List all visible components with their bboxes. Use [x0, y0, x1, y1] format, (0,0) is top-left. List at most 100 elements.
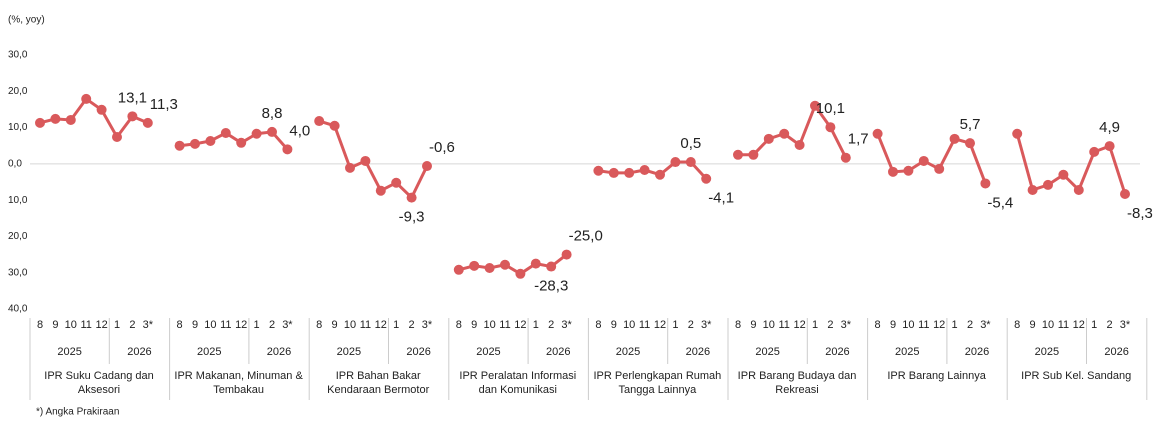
- point: [282, 144, 293, 155]
- year-label: 2026: [686, 346, 710, 358]
- y-tick-label: 30,0: [8, 267, 28, 278]
- x-tick-label: 1: [672, 319, 678, 331]
- point: [810, 100, 820, 111]
- x-tick-label: 9: [611, 319, 617, 331]
- x-tick-label: 11: [778, 319, 789, 331]
- panel-name: IPR Perlengkapan Rumah Tangga Lainnya: [593, 370, 722, 396]
- x-tick-label: 9: [192, 319, 198, 331]
- x-tick-label: 12: [793, 319, 805, 331]
- year-label: 2025: [197, 346, 221, 358]
- point: [1043, 179, 1053, 190]
- point: [670, 157, 681, 168]
- x-tick-label: 10: [483, 319, 495, 331]
- x-tick-label: 1: [114, 319, 120, 331]
- point: [918, 155, 929, 166]
- point: [236, 137, 247, 148]
- point: [593, 165, 604, 176]
- panel-name: IPR Bahan Bakar Kendaraan Bermotor: [327, 370, 430, 396]
- point: [453, 264, 464, 275]
- point: [190, 138, 200, 149]
- data-label: 5,7: [960, 116, 981, 133]
- x-tick-label: 8: [875, 319, 881, 331]
- data-label: 11,3: [150, 96, 178, 113]
- year-label: 2026: [546, 346, 570, 358]
- x-tick-label: 10: [623, 319, 635, 331]
- x-tick-label: 2: [409, 319, 415, 331]
- x-tick-label: 10: [902, 319, 914, 331]
- panel-name: IPR Barang Budaya dan Rekreasi: [737, 370, 857, 396]
- x-tick-label: 2: [269, 319, 275, 331]
- x-tick-label: 11: [220, 319, 231, 331]
- point: [701, 173, 712, 184]
- x-tick-label: 3*: [143, 319, 154, 331]
- x-tick-label: 9: [471, 319, 477, 331]
- x-tick-label: 12: [933, 319, 945, 331]
- point: [840, 152, 851, 163]
- data-label: 4,9: [1099, 119, 1120, 136]
- point: [391, 177, 402, 188]
- point: [872, 128, 883, 139]
- point: [530, 258, 541, 269]
- panel-name: IPR Suku Cadang dan Aksesori: [44, 370, 154, 396]
- point: [174, 140, 185, 151]
- x-tick-label: 2: [548, 319, 554, 331]
- panel-name: IPR Makanan, Minuman & Tembakau: [174, 370, 303, 396]
- y-tick-label: 10,0: [8, 122, 28, 133]
- point: [112, 132, 122, 143]
- x-tick-label: 2: [1107, 319, 1113, 331]
- x-tick-label: 11: [918, 319, 929, 331]
- point: [81, 93, 92, 104]
- point: [888, 166, 898, 177]
- x-tick-label: 3*: [561, 319, 572, 331]
- point: [825, 122, 836, 133]
- point: [500, 259, 510, 270]
- x-tick-label: 8: [177, 319, 183, 331]
- point: [251, 128, 262, 139]
- x-tick-label: 12: [514, 319, 526, 331]
- data-label: 13,1: [118, 89, 147, 106]
- x-tick-label: 12: [235, 319, 247, 331]
- y-tick-label: 20,0: [8, 231, 28, 242]
- x-tick-label: 3*: [422, 319, 433, 331]
- point: [406, 192, 417, 203]
- year-label: 2026: [965, 346, 989, 358]
- x-tick-label: 10: [344, 319, 356, 331]
- x-tick-label: 3*: [282, 319, 293, 331]
- point: [220, 128, 231, 139]
- point: [375, 185, 386, 196]
- point: [515, 268, 526, 279]
- point: [1012, 128, 1023, 139]
- point: [655, 169, 665, 180]
- x-tick-label: 1: [1091, 319, 1097, 331]
- x-tick-label: 11: [499, 319, 510, 331]
- point: [484, 262, 495, 273]
- x-tick-label: 9: [332, 319, 338, 331]
- x-tick-label: 11: [360, 319, 371, 331]
- x-tick-label: 9: [890, 319, 896, 331]
- year-label: 2025: [57, 346, 81, 358]
- year-label: 2026: [267, 346, 291, 358]
- point: [127, 111, 138, 122]
- x-tick-label: 8: [37, 319, 43, 331]
- year-label: 2025: [895, 346, 919, 358]
- point: [1027, 184, 1038, 195]
- panel-name: IPR Sub Kel. Sandang: [1021, 370, 1132, 382]
- point: [1089, 146, 1100, 157]
- panel-name: IPR Barang Lainnya: [887, 370, 986, 382]
- x-tick-label: 11: [1058, 319, 1069, 331]
- data-label: -8,3: [1127, 205, 1153, 222]
- x-tick-label: 2: [129, 319, 135, 331]
- y-tick-label: 30,0: [8, 50, 28, 61]
- x-tick-label: 2: [688, 319, 694, 331]
- point: [608, 167, 619, 178]
- point: [314, 116, 325, 127]
- point: [267, 126, 277, 137]
- point: [965, 138, 975, 149]
- x-tick-label: 3*: [701, 319, 712, 331]
- data-label: -28,3: [534, 278, 568, 295]
- x-tick-label: 1: [393, 319, 399, 331]
- x-tick-label: 1: [533, 319, 539, 331]
- x-tick-label: 2: [827, 319, 833, 331]
